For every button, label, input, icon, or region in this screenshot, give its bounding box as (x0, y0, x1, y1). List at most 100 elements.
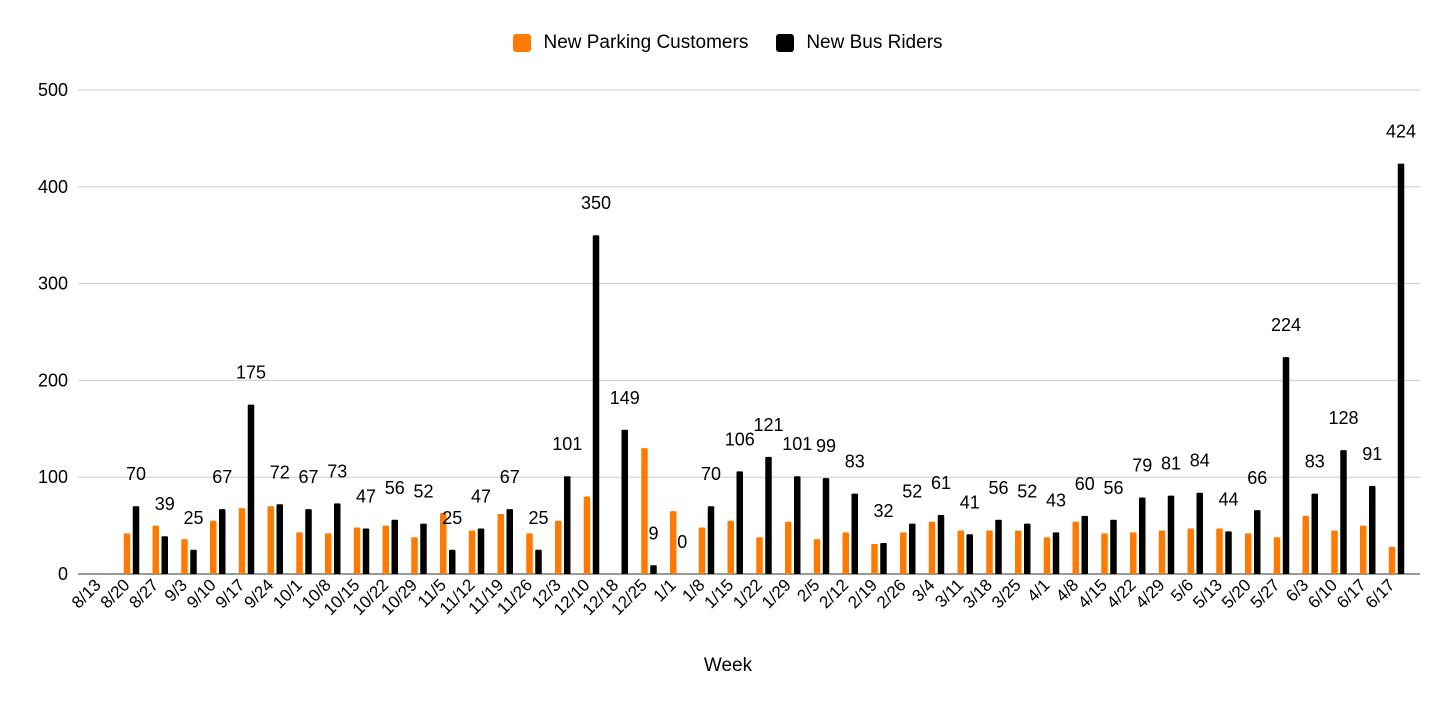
data-label-bus: 60 (1075, 474, 1095, 494)
bar-bus (1110, 519, 1117, 574)
bar-bus (794, 476, 801, 574)
data-label-bus: 25 (528, 508, 548, 528)
bar-parking (238, 508, 246, 574)
x-tick-label: 4/22 (1103, 575, 1140, 612)
x-tick-label: 6/17 (1333, 575, 1370, 612)
bar-parking (900, 532, 907, 574)
legend-item-bus[interactable]: New Bus Riders (776, 32, 943, 54)
data-label-bus: 70 (701, 464, 721, 484)
x-tick-label: 5/20 (1218, 575, 1255, 612)
legend-item-parking[interactable]: New Parking Customers (513, 32, 748, 54)
data-label-bus: 25 (183, 508, 203, 528)
bar-bus (621, 429, 628, 574)
data-label-bus: 106 (725, 429, 755, 449)
bar-bus (1196, 492, 1203, 574)
data-label-bus: 52 (902, 482, 922, 502)
data-label-bus: 224 (1271, 315, 1301, 335)
data-label-bus: 83 (845, 452, 865, 472)
bar-bus (1311, 493, 1318, 574)
bar-parking (986, 530, 993, 574)
data-label-bus: 81 (1161, 454, 1181, 474)
data-label-bus: 41 (960, 492, 980, 512)
data-label-bus: 424 (1386, 122, 1416, 142)
y-tick-label: 300 (38, 274, 68, 294)
bar-bus (592, 235, 600, 574)
bar-parking (555, 520, 562, 574)
data-label-bus: 84 (1190, 451, 1210, 471)
y-tick-label: 0 (58, 564, 68, 584)
bar-parking (1245, 533, 1252, 574)
x-tick-label: 8/13 (68, 575, 105, 612)
data-label-bus: 128 (1328, 408, 1358, 428)
x-tick-label: 2/26 (873, 575, 910, 612)
data-label-bus: 79 (1132, 456, 1152, 476)
data-label-bus: 350 (581, 193, 611, 213)
bar-parking (1302, 515, 1309, 574)
x-tick-label: 3/25 (988, 575, 1025, 612)
bar-bus (247, 404, 255, 574)
bar-bus (190, 549, 197, 574)
data-label-bus: 25 (442, 508, 462, 528)
data-label-bus: 72 (270, 462, 290, 482)
bar-bus (161, 536, 168, 574)
data-label-bus: 73 (327, 461, 347, 481)
bar-parking (583, 496, 591, 574)
bar-parking (1158, 530, 1166, 574)
x-axis-title: Week (703, 655, 753, 676)
bar-parking (440, 513, 447, 574)
data-label-bus: 67 (212, 467, 232, 487)
bar-bus (219, 509, 226, 574)
bar-bus (132, 506, 140, 574)
bar-parking (1360, 525, 1367, 574)
x-tick-label: 3/18 (959, 575, 996, 612)
x-tick-label: 8/27 (125, 575, 162, 612)
bar-bus (1369, 485, 1376, 574)
bar-parking (210, 520, 217, 574)
data-label-bus: 43 (1046, 490, 1066, 510)
data-label-bus: 56 (385, 478, 405, 498)
x-tick-label: 1/22 (729, 575, 766, 612)
bar-bus (937, 514, 945, 574)
bar-bus (995, 519, 1002, 574)
data-label-bus: 52 (413, 482, 433, 502)
bar-bus (736, 471, 743, 574)
data-label-bus: 47 (471, 487, 491, 507)
data-label-bus: 101 (552, 434, 582, 454)
bar-parking (727, 520, 734, 574)
bar-parking (1331, 530, 1338, 574)
bar-bus (334, 503, 341, 574)
x-tick-label: 6/17 (1362, 575, 1399, 612)
data-label-bus: 67 (500, 467, 520, 487)
data-label-bus: 67 (298, 467, 318, 487)
bar-parking (928, 521, 936, 574)
x-tick-label: 1/29 (758, 575, 795, 612)
bar-parking (325, 533, 332, 574)
data-label-bus: 0 (677, 532, 687, 552)
bar-parking (1101, 533, 1108, 574)
x-tick-label: 4/1 (1023, 575, 1053, 605)
bar-parking (1072, 521, 1079, 574)
bar-bus (707, 506, 715, 574)
bar-parking (1187, 528, 1194, 574)
bar-parking (1015, 530, 1022, 574)
bar-bus (506, 509, 513, 574)
data-label-bus: 32 (873, 501, 893, 521)
bar-bus (420, 523, 427, 574)
y-tick-label: 100 (38, 467, 68, 487)
data-label-bus: 61 (931, 473, 951, 493)
x-tick-label: 2/19 (844, 575, 881, 612)
data-label-bus: 121 (753, 415, 783, 435)
bar-parking (1216, 528, 1223, 574)
data-label-bus: 83 (1305, 452, 1325, 472)
bar-bus (477, 528, 485, 574)
x-tick-label: 3/11 (931, 575, 967, 611)
bar-parking (1130, 532, 1137, 574)
y-tick-label: 400 (38, 177, 68, 197)
bar-bus (851, 493, 858, 574)
x-tick-label: 2/12 (815, 575, 852, 612)
bar-parking (785, 521, 792, 574)
bar-bus (1024, 523, 1031, 574)
x-tick-label: 1/15 (700, 575, 737, 612)
data-label-bus: 70 (126, 464, 146, 484)
data-label-bus: 66 (1247, 468, 1267, 488)
